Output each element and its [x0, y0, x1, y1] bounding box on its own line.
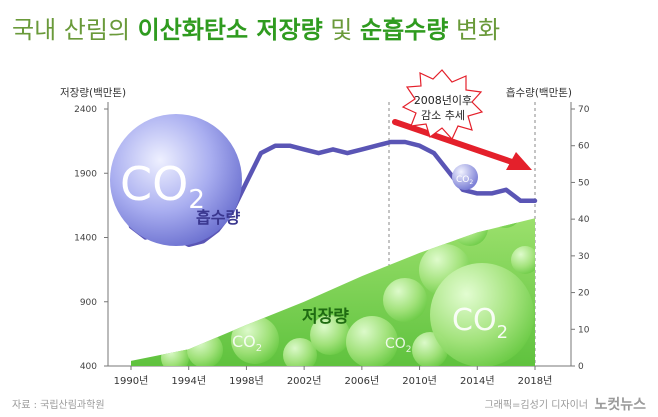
source-text: 자료 : 국립산림과학원: [12, 398, 105, 411]
green-bubble: [511, 246, 535, 274]
right-axis-ticks: 70 60 50 40 30 20 10 0: [571, 105, 590, 372]
absorption-line: [128, 139, 538, 248]
right-tick-label: 10: [578, 325, 590, 335]
small-bubble-co2-text: CO2: [456, 175, 473, 186]
right-tick-label: 50: [578, 178, 590, 188]
green-bubble: [283, 338, 317, 366]
green-bubble-co2-text: CO2: [385, 336, 412, 355]
small-blue-bubble: [452, 164, 478, 190]
absorption-series-label: 흡수량: [196, 208, 240, 227]
left-tick-label: 900: [80, 298, 97, 308]
right-axis-title: 흡수량(백만톤): [506, 86, 572, 99]
green-bubble: [489, 218, 521, 228]
left-tick-label: 1400: [74, 234, 97, 244]
right-tick-label: 0: [578, 362, 584, 372]
green-bubble: [310, 315, 350, 355]
x-tick-label: 2002년: [287, 375, 322, 387]
left-tick-label: 1900: [74, 169, 97, 179]
decline-trend-arrow: [392, 119, 532, 170]
x-tick-label: 1994년: [171, 375, 206, 387]
storage-series-label: 저장량: [302, 307, 349, 327]
left-tick-label: 400: [80, 362, 97, 372]
credit-text: 그래픽=김성기 디자이너: [484, 399, 588, 411]
x-tick-label: 1990년: [114, 375, 149, 387]
green-bubble: [346, 316, 398, 366]
x-tick-label: 1998년: [229, 375, 264, 387]
annotation-line1: 2008년이후: [414, 94, 472, 107]
left-axis-ticks: 2400 1900 1400 900 400: [74, 105, 108, 372]
right-tick-label: 60: [578, 142, 590, 152]
green-bubble-co2-text-large: CO2: [452, 303, 508, 343]
green-bubble-co2-text: CO2: [232, 332, 262, 354]
title-part3: 및: [323, 16, 360, 44]
right-tick-label: 30: [578, 252, 590, 262]
title-part5: 변화: [448, 16, 500, 44]
title-part4: 순흡수량: [360, 16, 448, 44]
left-axis-title: 저장량(백만톤): [60, 87, 126, 99]
x-tick-label: 2010년: [402, 375, 437, 387]
right-tick-label: 40: [578, 215, 590, 225]
left-tick-label: 2400: [74, 105, 97, 115]
title-part2: 이산화탄소 저장량: [138, 16, 323, 44]
annotation-burst: 2008년이후 감소 추세: [401, 69, 484, 141]
green-bubble: [161, 344, 189, 366]
blue-co2-bubble: [110, 114, 242, 246]
title-part1: 국내 산림의: [12, 16, 138, 44]
chart-title: 국내 산림의 이산화탄소 저장량 및 순흡수량 변화: [12, 16, 500, 44]
right-tick-label: 20: [578, 289, 590, 299]
right-tick-label: 70: [578, 105, 590, 115]
x-tick-label: 2018년: [518, 375, 553, 387]
blue-bubble-co2-text: CO2: [120, 157, 205, 215]
annotation-line2: 감소 추세: [421, 109, 465, 122]
green-bubble-large: [430, 263, 534, 366]
x-tick-label: 2006년: [345, 375, 380, 387]
x-tick-label: 2014년: [460, 375, 495, 387]
green-bubble: [231, 316, 279, 364]
brand-logo: 노컷뉴스: [594, 396, 646, 413]
x-axis-ticks: 1990년 1994년 1998년 2002년 2006년 2010년 2014년 2018년: [114, 366, 553, 387]
green-bubble: [383, 278, 427, 322]
green-bubble: [452, 218, 488, 246]
green-bubble: [187, 332, 223, 366]
